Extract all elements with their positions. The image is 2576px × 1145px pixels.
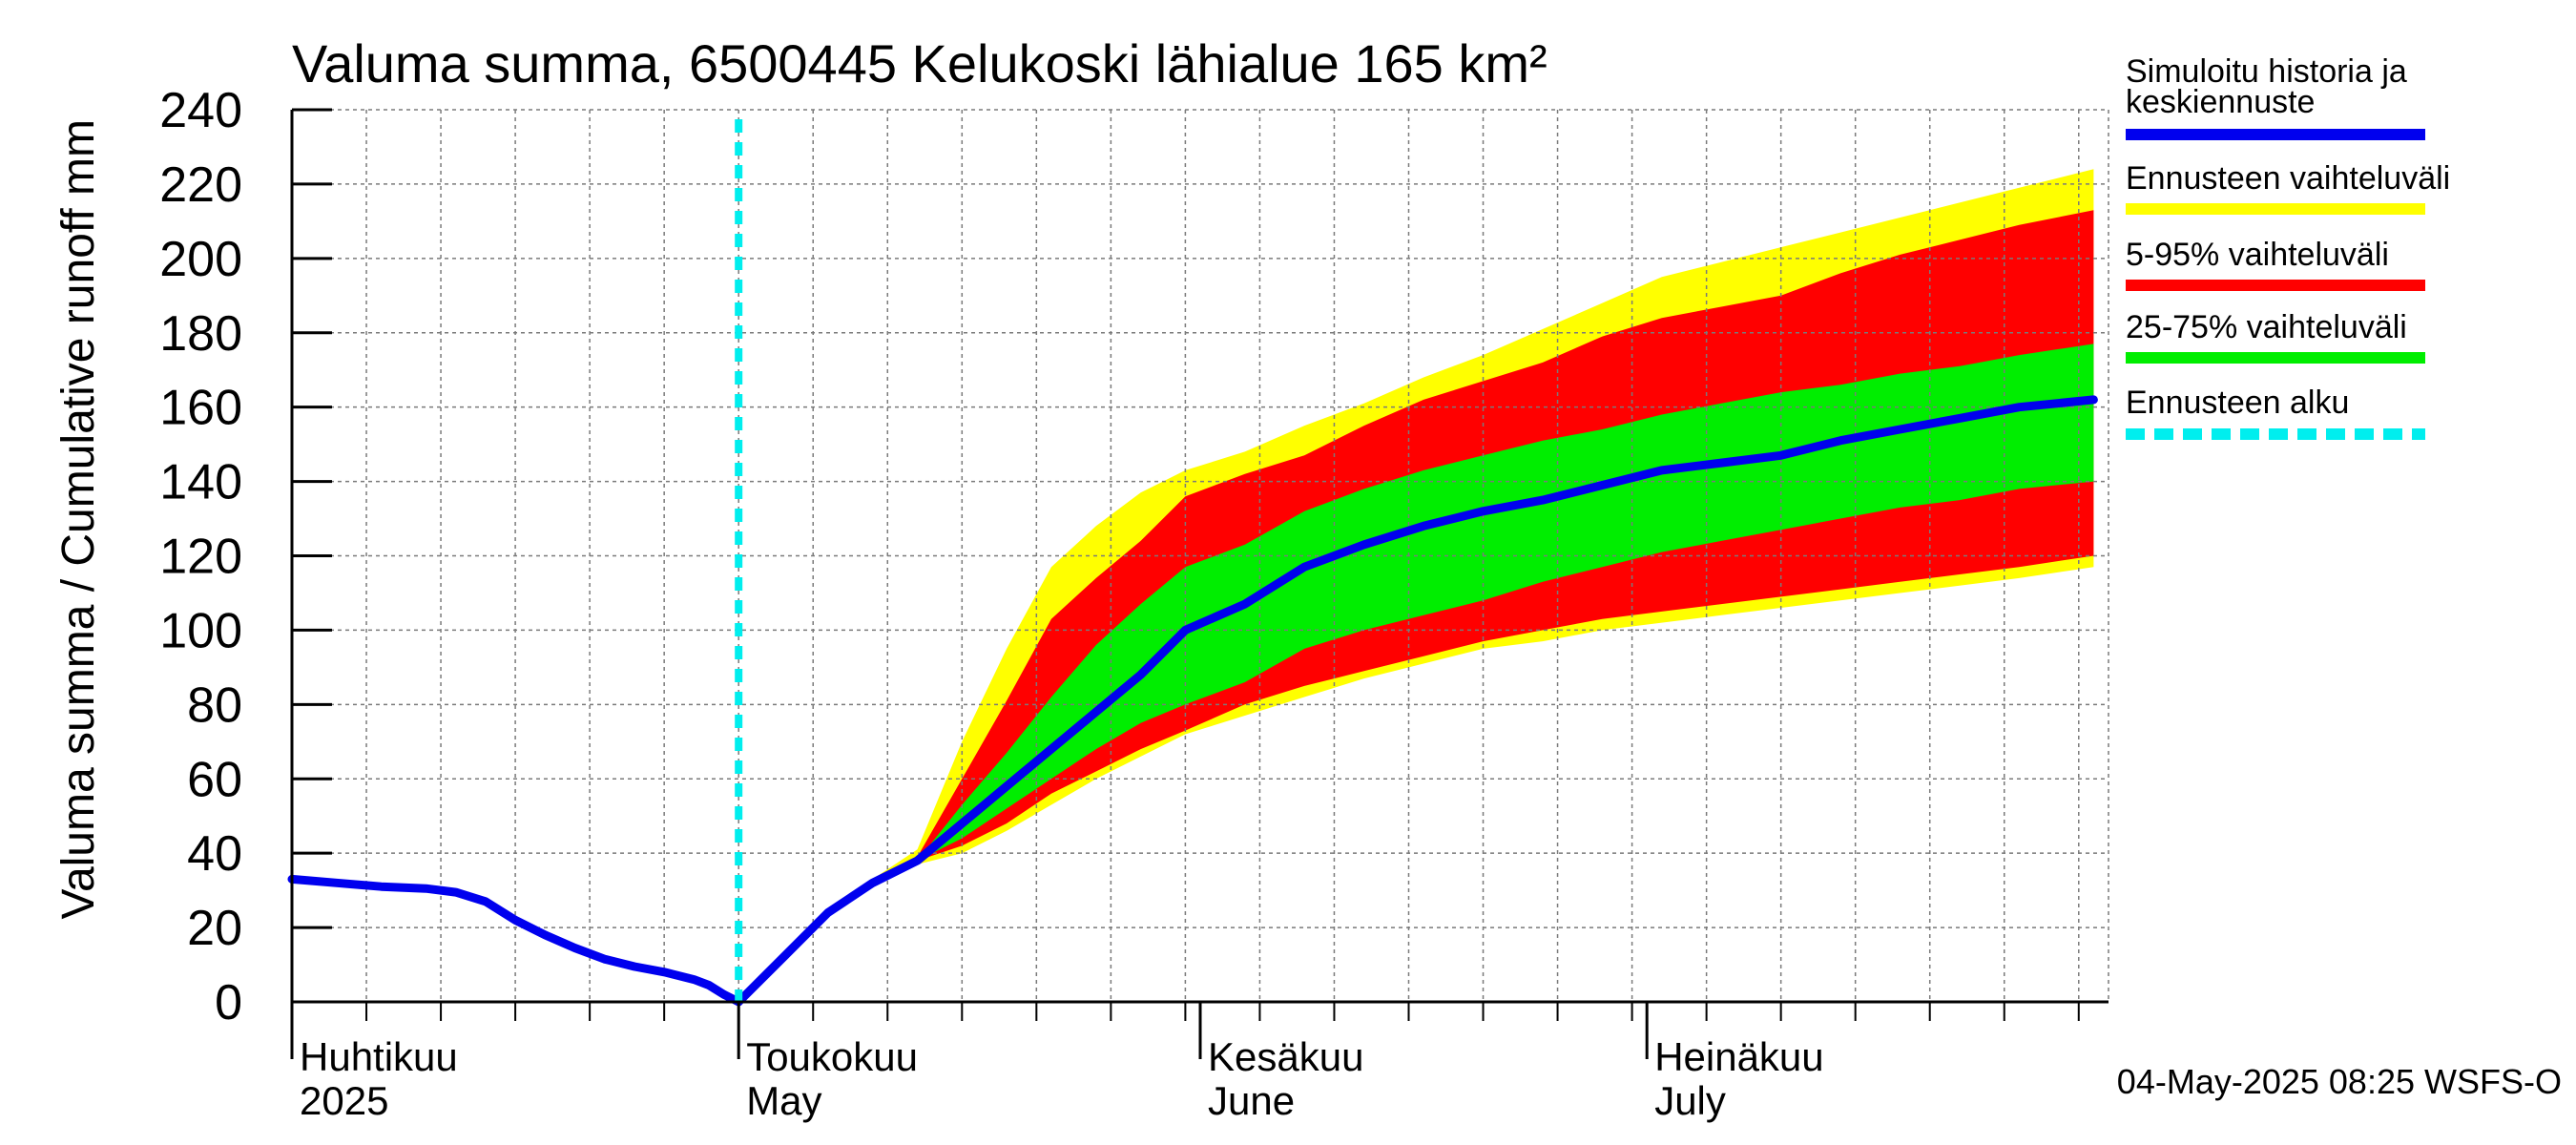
- band-25-75: [738, 344, 2094, 1002]
- legend-label-2: 5-95% vaihteluväli: [2126, 237, 2389, 273]
- series-lines: [287, 119, 2098, 1007]
- y-tick-label-220: 220: [159, 157, 242, 213]
- y-axis: 0 20 40 60 80 100 120 140 160 180 200 220 240: [159, 83, 332, 1030]
- history-line: [287, 874, 743, 1007]
- y-tick-label-0: 0: [215, 975, 242, 1030]
- y-tick-label-80: 80: [187, 677, 242, 733]
- legend-label-1: Ennusteen vaihteluväli: [2126, 160, 2450, 197]
- x-month-sublabel-1: May: [746, 1078, 821, 1123]
- x-month-label-1: Toukokuu: [746, 1034, 918, 1079]
- y-tick-label-240: 240: [159, 83, 242, 138]
- y-tick-label-180: 180: [159, 306, 242, 362]
- x-month-sublabel-3: July: [1654, 1078, 1726, 1123]
- y-tick-label-100: 100: [159, 603, 242, 658]
- y-tick-label-200: 200: [159, 232, 242, 287]
- y-tick-label-120: 120: [159, 530, 242, 585]
- median-forecast-line: [734, 395, 2098, 1007]
- x-month-label-3: Heinäkuu: [1654, 1034, 1823, 1079]
- y-tick-label-60: 60: [187, 752, 242, 807]
- forecast-bands: [738, 169, 2094, 1003]
- legend-label-4: Ennusteen alku: [2126, 385, 2349, 421]
- timestamp: 04-May-2025 08:25 WSFS-O: [2117, 1062, 2562, 1101]
- grid: [292, 110, 2109, 1002]
- y-tick-label-40: 40: [187, 826, 242, 882]
- legend-label-0-b: keskiennuste: [2126, 84, 2315, 120]
- legend-label-0: Simuloitu historia ja: [2126, 53, 2407, 90]
- x-month-label-2: Kesäkuu: [1208, 1034, 1363, 1079]
- legend-label-3: 25-75% vaihteluväli: [2126, 309, 2407, 345]
- x-month-label-0: Huhtikuu: [300, 1034, 458, 1079]
- y-tick-label-140: 140: [159, 455, 242, 510]
- x-month-sublabel-0: 2025: [300, 1078, 388, 1123]
- x-month-sublabel-2: June: [1208, 1078, 1295, 1123]
- y-tick-label-20: 20: [187, 901, 242, 956]
- y-axis-label: Valuma summa / Cumulative runoff mm: [53, 119, 104, 920]
- chart-title: Valuma summa, 6500445 Kelukoski lähialue…: [292, 33, 1548, 94]
- y-tick-label-160: 160: [159, 381, 242, 436]
